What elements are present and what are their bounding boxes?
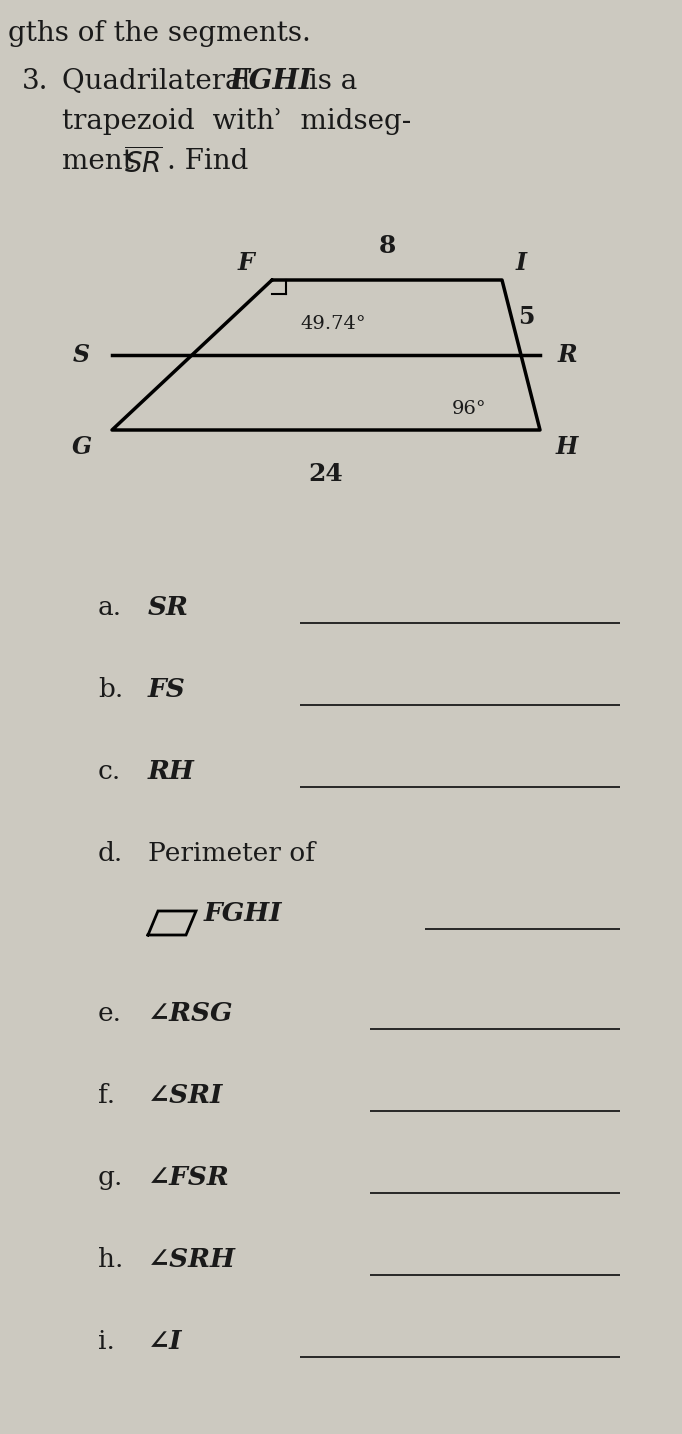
Text: RH: RH [148, 759, 195, 784]
Text: R: R [558, 343, 578, 367]
Text: 96°: 96° [452, 400, 487, 417]
Text: h.: h. [98, 1248, 123, 1272]
Text: ment: ment [62, 148, 143, 175]
Text: is a: is a [300, 67, 357, 95]
Text: a.: a. [98, 595, 122, 619]
Text: F: F [237, 251, 254, 275]
Text: H: H [556, 435, 578, 459]
Text: 5: 5 [518, 305, 535, 330]
Text: gths of the segments.: gths of the segments. [8, 20, 311, 47]
Text: 24: 24 [309, 462, 343, 486]
Text: ∠SRI: ∠SRI [148, 1083, 224, 1108]
Text: g.: g. [98, 1164, 123, 1190]
Text: 49.74°: 49.74° [300, 315, 366, 333]
Text: SR: SR [148, 595, 189, 619]
Text: FGHI: FGHI [204, 901, 282, 926]
Text: ∠SRH: ∠SRH [148, 1248, 236, 1272]
Text: . Find: . Find [167, 148, 248, 175]
Text: i.: i. [98, 1329, 115, 1354]
Text: 3.: 3. [22, 67, 48, 95]
Text: $\overline{SR}$: $\overline{SR}$ [124, 148, 163, 179]
Text: 8: 8 [379, 234, 396, 258]
Text: Perimeter of: Perimeter of [148, 840, 315, 866]
Text: FS: FS [148, 677, 186, 703]
Text: e.: e. [98, 1001, 122, 1025]
Text: ∠FSR: ∠FSR [148, 1164, 230, 1190]
Text: Quadrilateral: Quadrilateral [62, 67, 259, 95]
Text: S: S [73, 343, 90, 367]
Text: FGHI: FGHI [230, 67, 313, 95]
Text: ∠RSG: ∠RSG [148, 1001, 233, 1025]
Text: b.: b. [98, 677, 123, 703]
Text: f.: f. [98, 1083, 115, 1108]
Text: c.: c. [98, 759, 121, 784]
Text: I: I [516, 251, 527, 275]
Text: ∠I: ∠I [148, 1329, 183, 1354]
Text: trapezoid  withʾ  midseg-: trapezoid withʾ midseg- [62, 108, 411, 135]
Text: G: G [72, 435, 92, 459]
Text: d.: d. [98, 840, 123, 866]
